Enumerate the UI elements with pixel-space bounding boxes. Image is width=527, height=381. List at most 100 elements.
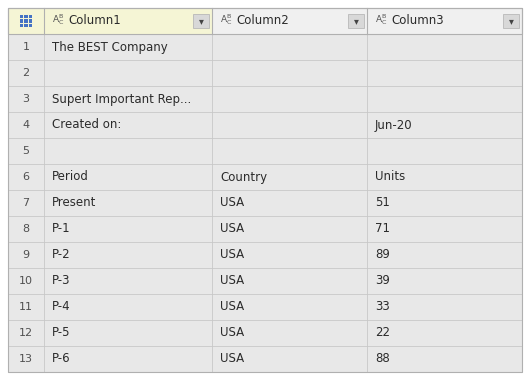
Bar xyxy=(44,8,212,34)
Bar xyxy=(44,242,212,268)
Bar xyxy=(212,320,367,346)
Text: 22: 22 xyxy=(375,327,390,339)
Bar xyxy=(8,294,44,320)
Bar xyxy=(29,24,32,27)
Bar xyxy=(8,86,44,112)
Bar xyxy=(367,294,522,320)
Bar xyxy=(44,60,212,86)
Text: P-1: P-1 xyxy=(52,223,71,235)
Bar xyxy=(367,346,522,372)
Bar xyxy=(193,14,209,28)
Bar xyxy=(8,8,44,34)
Text: 3: 3 xyxy=(23,94,30,104)
Text: USA: USA xyxy=(220,248,244,261)
Text: 11: 11 xyxy=(19,302,33,312)
Text: Column2: Column2 xyxy=(236,14,289,27)
Bar xyxy=(212,190,367,216)
Bar xyxy=(20,19,23,22)
Bar xyxy=(20,24,23,27)
Bar xyxy=(503,14,519,28)
Text: 71: 71 xyxy=(375,223,390,235)
Text: 39: 39 xyxy=(375,274,390,288)
Bar xyxy=(212,138,367,164)
Text: 4: 4 xyxy=(23,120,30,130)
Bar xyxy=(44,216,212,242)
Bar xyxy=(367,164,522,190)
Bar xyxy=(8,138,44,164)
Bar xyxy=(367,242,522,268)
Text: 51: 51 xyxy=(375,197,390,210)
Text: 13: 13 xyxy=(19,354,33,364)
Bar xyxy=(44,190,212,216)
Bar xyxy=(44,86,212,112)
Text: ▾: ▾ xyxy=(354,16,358,26)
Bar xyxy=(44,138,212,164)
Text: Supert Important Rep...: Supert Important Rep... xyxy=(52,93,191,106)
Text: USA: USA xyxy=(220,197,244,210)
Text: Jun-20: Jun-20 xyxy=(375,118,413,131)
Bar xyxy=(44,346,212,372)
Bar xyxy=(8,8,522,34)
Bar xyxy=(212,242,367,268)
Text: P-6: P-6 xyxy=(52,352,71,365)
Text: P-2: P-2 xyxy=(52,248,71,261)
Text: ▾: ▾ xyxy=(199,16,203,26)
Bar xyxy=(212,112,367,138)
Bar xyxy=(8,112,44,138)
Text: 12: 12 xyxy=(19,328,33,338)
Bar xyxy=(29,15,32,18)
Text: 89: 89 xyxy=(375,248,390,261)
Bar xyxy=(367,112,522,138)
Bar xyxy=(8,346,44,372)
Text: $\mathregular{A}^{\mathregular{B}}_{\mathregular{C}}$: $\mathregular{A}^{\mathregular{B}}_{\mat… xyxy=(52,13,64,27)
Text: Column1: Column1 xyxy=(68,14,121,27)
Bar xyxy=(44,164,212,190)
Text: Units: Units xyxy=(375,171,405,184)
Text: ▾: ▾ xyxy=(509,16,513,26)
Bar xyxy=(212,216,367,242)
Text: 1: 1 xyxy=(23,42,30,52)
Text: The BEST Company: The BEST Company xyxy=(52,40,168,53)
Bar xyxy=(367,60,522,86)
Text: 10: 10 xyxy=(19,276,33,286)
Bar xyxy=(8,164,44,190)
Bar xyxy=(24,19,27,22)
Bar xyxy=(212,268,367,294)
Bar xyxy=(44,268,212,294)
Bar xyxy=(212,164,367,190)
Bar xyxy=(8,216,44,242)
Bar xyxy=(212,346,367,372)
Bar xyxy=(367,138,522,164)
Text: Column3: Column3 xyxy=(391,14,444,27)
Bar xyxy=(367,320,522,346)
Text: Period: Period xyxy=(52,171,89,184)
Text: 33: 33 xyxy=(375,301,390,314)
Text: Present: Present xyxy=(52,197,96,210)
Text: USA: USA xyxy=(220,327,244,339)
Bar xyxy=(44,112,212,138)
Bar xyxy=(212,34,367,60)
Text: 8: 8 xyxy=(23,224,30,234)
Bar xyxy=(367,190,522,216)
Text: USA: USA xyxy=(220,223,244,235)
Text: $\mathregular{A}^{\mathregular{B}}_{\mathregular{C}}$: $\mathregular{A}^{\mathregular{B}}_{\mat… xyxy=(375,13,387,27)
Bar xyxy=(29,19,32,22)
Text: USA: USA xyxy=(220,274,244,288)
Bar xyxy=(8,242,44,268)
Text: 7: 7 xyxy=(23,198,30,208)
Bar xyxy=(44,34,212,60)
Bar xyxy=(8,34,44,60)
Text: Created on:: Created on: xyxy=(52,118,121,131)
Bar xyxy=(44,294,212,320)
Text: 5: 5 xyxy=(23,146,30,156)
Bar xyxy=(212,60,367,86)
Bar xyxy=(8,60,44,86)
Text: USA: USA xyxy=(220,352,244,365)
Bar xyxy=(212,8,367,34)
Text: P-4: P-4 xyxy=(52,301,71,314)
Text: 2: 2 xyxy=(23,68,30,78)
Bar xyxy=(367,268,522,294)
Bar xyxy=(367,34,522,60)
Bar xyxy=(367,216,522,242)
Text: P-5: P-5 xyxy=(52,327,71,339)
